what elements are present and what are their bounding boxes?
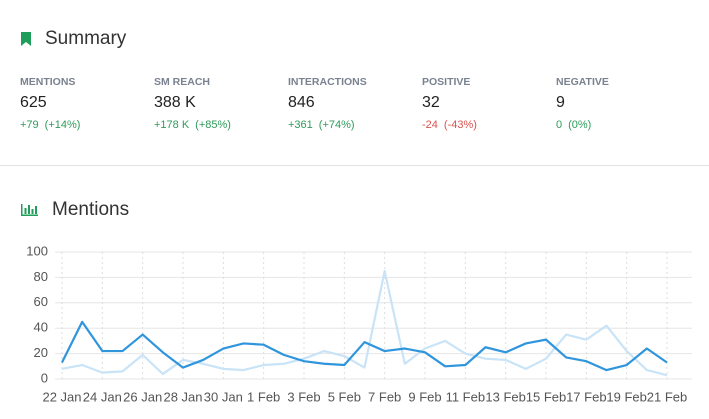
metric-label: POSITIVE	[422, 76, 470, 88]
x-tick-label: 9 Feb	[408, 389, 441, 404]
y-tick-label: 100	[26, 243, 48, 258]
metric-value: 32	[422, 94, 440, 111]
metric-label: NEGATIVE	[556, 76, 609, 88]
metric-change: +361	[288, 119, 313, 131]
x-tick-label: 15 Feb	[526, 389, 566, 404]
x-tick-label: 30 Jan	[204, 389, 243, 404]
metric-value: 388 K	[154, 94, 196, 111]
metric-pct: (+74%)	[319, 119, 355, 131]
metric-label: SM REACH	[154, 76, 210, 88]
x-tick-label: 5 Feb	[328, 389, 361, 404]
metric-value: 846	[288, 94, 315, 111]
chart-title: Mentions	[52, 199, 129, 220]
metric-value: 625	[20, 94, 47, 111]
x-tick-label: 26 Jan	[123, 389, 162, 404]
metric-change: +178 K	[154, 119, 190, 131]
metric-label: MENTIONS	[20, 76, 75, 88]
x-tick-label: 17 Feb	[566, 389, 606, 404]
y-tick-label: 80	[34, 269, 48, 284]
y-tick-label: 40	[34, 320, 48, 335]
x-tick-label: 28 Jan	[163, 389, 202, 404]
metric-change: +79	[20, 119, 39, 131]
x-tick-label: 21 Feb	[647, 389, 687, 404]
metric-change: 0	[556, 119, 562, 131]
x-tick-label: 11 Feb	[446, 389, 486, 404]
metric-value: 9	[556, 94, 565, 111]
metric-label: INTERACTIONS	[288, 76, 367, 88]
series-line	[61, 269, 668, 377]
x-tick-label: 1 Feb	[247, 389, 280, 404]
x-tick-label: 22 Jan	[42, 389, 81, 404]
x-tick-label: 13 Feb	[485, 389, 525, 404]
metric-change: -24	[422, 119, 438, 131]
x-tick-label: 24 Jan	[83, 389, 122, 404]
x-tick-label: 3 Feb	[287, 389, 320, 404]
metric-pct: (-43%)	[444, 119, 477, 131]
summary-title: Summary	[45, 28, 127, 49]
metric-pct: (+85%)	[195, 119, 231, 131]
x-tick-label: 7 Feb	[368, 389, 401, 404]
y-tick-label: 20	[34, 345, 48, 360]
series-line	[61, 320, 668, 372]
metric-pct: (0%)	[568, 119, 591, 131]
y-tick-label: 0	[41, 370, 48, 385]
mentions-icon	[21, 204, 38, 216]
y-tick-label: 60	[34, 294, 48, 309]
x-tick-label: 19 Feb	[606, 389, 646, 404]
metric-pct: (+14%)	[45, 119, 81, 131]
summary-icon	[21, 32, 31, 46]
